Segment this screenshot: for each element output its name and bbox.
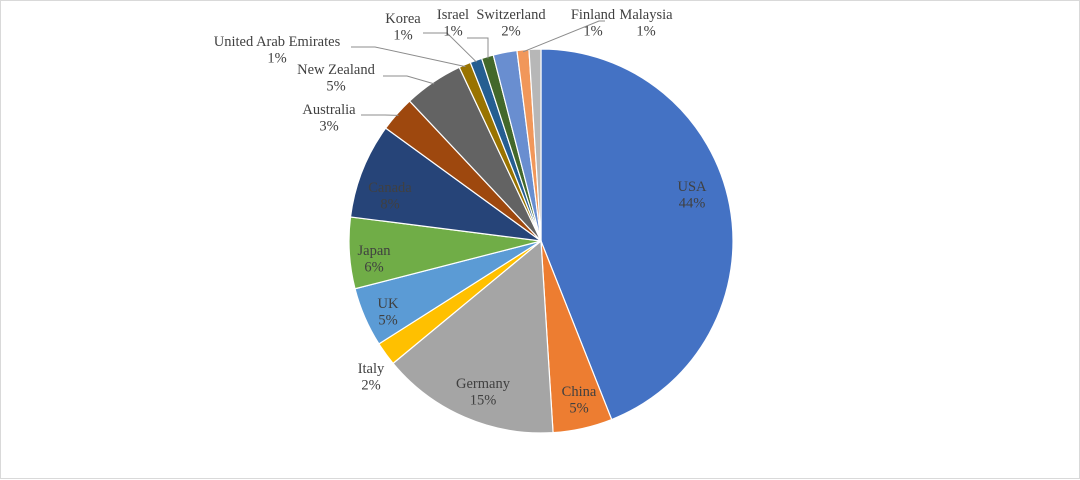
data-label-name: Switzerland <box>476 7 546 23</box>
data-label-name: Korea <box>385 11 421 27</box>
data-label-percent: 1% <box>393 28 412 44</box>
data-label-name: Canada <box>368 180 412 196</box>
data-label-percent: 6% <box>364 260 383 276</box>
pie-slices <box>349 49 733 433</box>
data-label-name: China <box>562 384 597 400</box>
data-label-percent: 44% <box>679 196 706 212</box>
data-label-percent: 2% <box>361 378 380 394</box>
data-label-percent: 5% <box>378 313 397 329</box>
data-label-name: Germany <box>456 376 511 392</box>
data-label-percent: 1% <box>267 51 286 67</box>
data-label-percent: 15% <box>470 393 497 409</box>
data-label-percent: 2% <box>501 24 520 40</box>
data-label-percent: 3% <box>319 119 338 135</box>
data-label-name: United Arab Emirates <box>214 34 341 50</box>
data-label-name: Japan <box>357 243 391 259</box>
data-label-name: Finland <box>571 7 616 23</box>
leader-line <box>383 76 434 84</box>
data-label-percent: 5% <box>569 401 588 417</box>
data-label-name: Italy <box>358 361 385 377</box>
data-label-percent: 1% <box>636 24 655 40</box>
data-label-percent: 8% <box>380 197 399 213</box>
data-label-name: Malaysia <box>619 7 673 23</box>
data-label-percent: 5% <box>326 79 345 95</box>
data-label-percent: 1% <box>443 24 462 40</box>
data-label-name: USA <box>677 179 707 195</box>
data-label-percent: 1% <box>583 24 602 40</box>
data-label-name: Israel <box>437 7 469 23</box>
data-label-name: UK <box>378 296 399 312</box>
data-label-name: Australia <box>302 102 356 118</box>
data-label-name: New Zealand <box>297 62 375 78</box>
